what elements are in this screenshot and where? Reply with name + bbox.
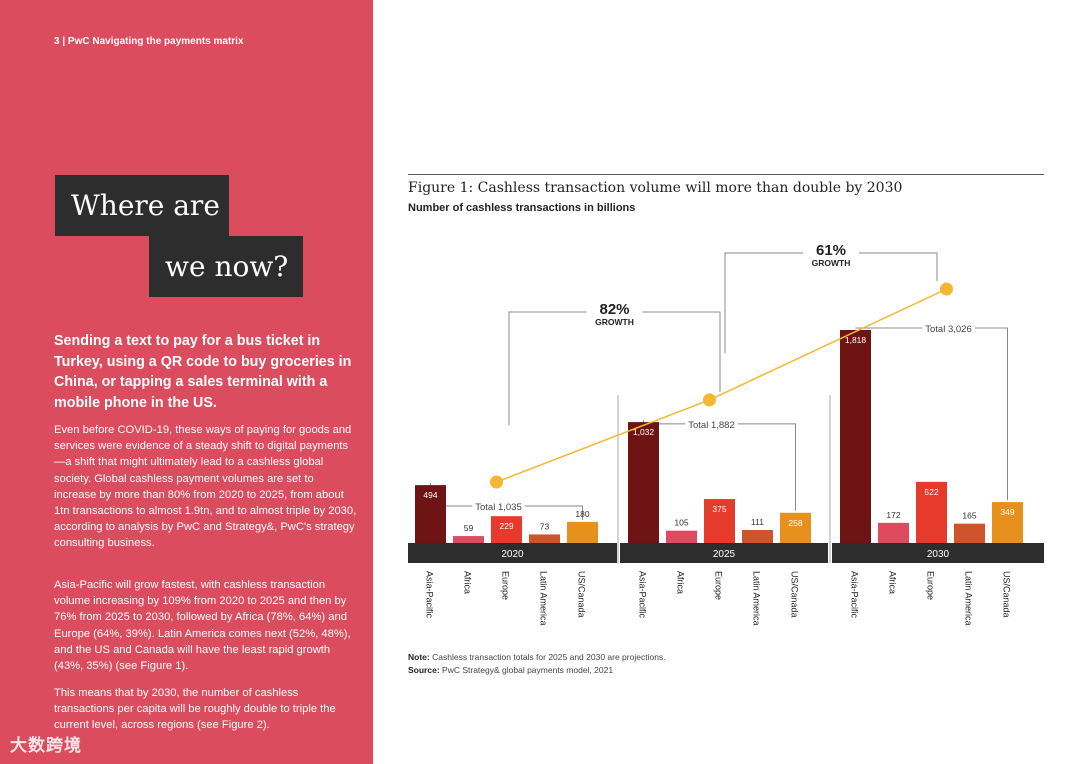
bar-value-label: 1,032 <box>633 427 655 437</box>
bar <box>491 516 522 543</box>
region-label: Latin America <box>752 571 762 626</box>
bar <box>916 481 947 543</box>
body-paragraph: This means that by 2030, the number of c… <box>54 687 336 732</box>
total-label-bg <box>922 323 975 336</box>
total-point <box>703 393 716 407</box>
year-label: 2030 <box>927 549 950 560</box>
bar-value-label: 349 <box>1000 507 1014 517</box>
growth-label-bg <box>586 298 643 328</box>
region-label: US/Canada <box>577 571 587 618</box>
year-label: 2020 <box>501 549 524 560</box>
page-header: 3 | PwC Navigating the payments matrix <box>54 36 244 47</box>
bar-value-label: 375 <box>712 504 726 514</box>
year-band <box>620 543 828 563</box>
year-band <box>832 543 1044 563</box>
bar-value-label: 172 <box>886 510 900 520</box>
growth-percent: 82% <box>599 301 629 318</box>
total-point <box>940 282 953 296</box>
title-text-line-2: we now? <box>165 250 289 283</box>
body-paragraph: Even before COVID-19, these ways of payi… <box>54 424 357 550</box>
figure-note: Note: Cashless transaction totals for 20… <box>408 652 666 662</box>
bar <box>567 521 598 543</box>
total-label: Total 1,035 <box>475 502 521 513</box>
region-label: US/Canada <box>790 571 800 618</box>
title-block-line-1: Where are <box>55 175 229 236</box>
bar-value-label: 1,818 <box>845 335 867 345</box>
region-label: Europe <box>926 571 936 600</box>
region-label: Latin America <box>539 571 549 626</box>
growth-label: GROWTH <box>812 258 851 268</box>
intro-heading: Sending a text to pay for a bus ticket i… <box>54 333 352 411</box>
year-band <box>408 543 617 563</box>
bar-value-label: 258 <box>788 518 802 528</box>
region-label: Asia-Pacific <box>850 571 860 619</box>
note-text: Cashless transaction totals for 2025 and… <box>432 652 666 662</box>
bar <box>840 330 871 543</box>
region-label: Asia-Pacific <box>638 571 648 619</box>
total-point <box>490 475 503 489</box>
bar-value-label: 494 <box>423 490 437 500</box>
figure-title: Figure 1: Cashless transaction volume wi… <box>408 180 903 196</box>
bar-value-label: 522 <box>924 487 938 497</box>
region-label: Europe <box>501 571 511 600</box>
total-bracket <box>643 420 796 511</box>
figure-source: Source: PwC Strategy& global payments mo… <box>408 665 613 675</box>
region-label: Asia-Pacific <box>425 571 435 619</box>
region-label: Latin America <box>964 571 974 626</box>
source-text: PwC Strategy& global payments model, 202… <box>442 665 614 675</box>
year-label: 2025 <box>713 549 736 560</box>
total-label: Total 3,026 <box>925 324 971 335</box>
figure-subtitle: Number of cashless transactions in billi… <box>408 202 636 214</box>
bar <box>666 530 697 543</box>
note-label: Note: <box>408 652 430 662</box>
bar <box>453 536 484 543</box>
bar-value-label: 180 <box>575 509 589 519</box>
bar-value-label: 165 <box>962 511 976 521</box>
source-label: Source: <box>408 665 440 675</box>
bar-value-label: 229 <box>499 521 513 531</box>
total-label-bg <box>472 501 525 514</box>
figure-divider <box>408 174 1044 175</box>
title-block-line-2: we now? <box>149 236 303 297</box>
total-label-bg <box>685 418 738 432</box>
bar-value-label: 111 <box>751 517 764 527</box>
bar <box>415 485 446 543</box>
bar <box>628 422 659 543</box>
growth-label-bg <box>803 239 859 269</box>
bar-chart: Total 1,035 494 59 229 73 180 2020 Asia-Pacific… <box>408 239 1044 626</box>
bar <box>704 499 735 543</box>
left-panel <box>0 0 373 764</box>
total-label: Total 1,882 <box>688 420 734 431</box>
bar-value-label: 73 <box>540 521 550 531</box>
title-text-line-1: Where are <box>71 189 220 222</box>
bar <box>954 523 985 543</box>
region-label: Africa <box>888 571 898 594</box>
region-label: US/Canada <box>1002 571 1012 618</box>
bar <box>992 502 1023 543</box>
bar <box>780 512 811 543</box>
total-bracket <box>855 327 1008 501</box>
totals-line <box>496 288 947 483</box>
bar-value-label: 105 <box>674 518 688 528</box>
region-label: Africa <box>676 571 686 594</box>
bar <box>742 529 773 543</box>
growth-label: GROWTH <box>595 317 634 327</box>
watermark-logo: 大数跨境 <box>10 736 82 755</box>
region-label: Africa <box>463 571 473 594</box>
region-label: Europe <box>714 571 724 600</box>
bar-value-label: 59 <box>464 523 474 533</box>
bar <box>529 534 560 543</box>
bar <box>878 522 909 543</box>
growth-percent: 61% <box>816 242 846 259</box>
body-paragraph: Asia-Pacific will grow fastest, with cas… <box>54 579 351 673</box>
